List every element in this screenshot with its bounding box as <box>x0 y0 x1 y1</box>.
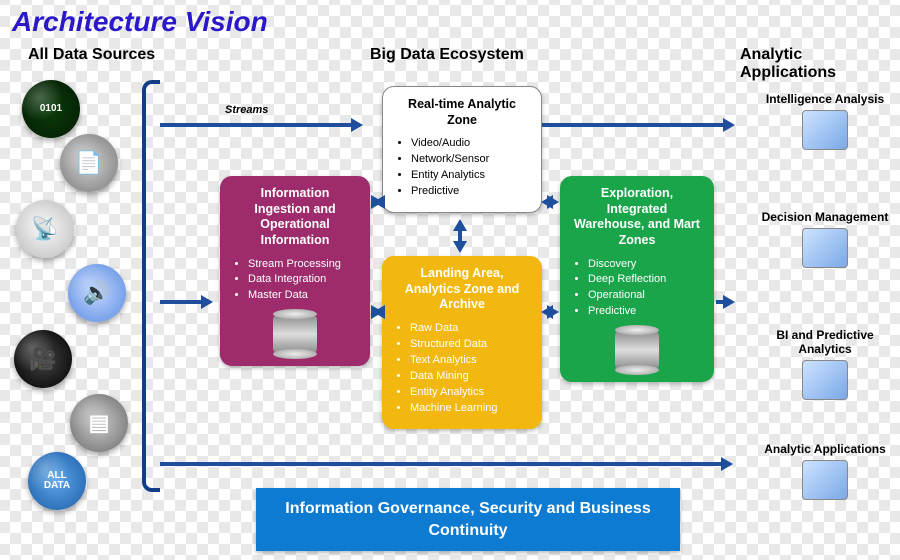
app-decision-management-label: Decision Management <box>760 210 890 224</box>
arrow-mid <box>160 300 210 304</box>
arrow-ing-rt <box>376 200 380 204</box>
antenna-sphere: 📡 <box>16 200 74 258</box>
z-landing-item: Data Mining <box>410 369 530 385</box>
z-landing-list: Raw DataStructured DataText AnalyticsDat… <box>394 321 530 417</box>
z-landing-item: Structured Data <box>410 337 530 353</box>
streams-label: Streams <box>225 104 268 116</box>
device-sphere: ▤ <box>70 394 128 452</box>
z-ingestion-item: Stream Processing <box>248 257 358 273</box>
z-realtime-item: Entity Analytics <box>411 168 529 184</box>
zone-realtime: Real-time Analytic Zone Video/AudioNetwor… <box>382 86 542 213</box>
app-decision-management: Decision Management <box>760 210 890 268</box>
audio-sphere: 🔊 <box>68 264 126 322</box>
col-header-apps: Analytic Applications <box>740 46 900 82</box>
app-bi-predictive-analytics-icon <box>802 360 848 400</box>
col-header-ecosystem: Big Data Ecosystem <box>370 46 524 64</box>
z-landing-item: Machine Learning <box>410 401 530 417</box>
z-realtime-list: Video/AudioNetwork/SensorEntity Analytic… <box>395 136 529 200</box>
arrow-streams <box>160 123 360 127</box>
z-ingestion-list: Stream ProcessingData IntegrationMaster … <box>232 257 358 305</box>
z-realtime-item: Predictive <box>411 184 529 200</box>
arrow-streams-out <box>542 123 732 127</box>
arrow-land-exp <box>544 310 556 314</box>
z-landing-item: Raw Data <box>410 321 530 337</box>
zone-ingestion: Information Ingestion and Operational In… <box>220 176 370 366</box>
z-realtime-title: Real-time Analytic Zone <box>395 97 529 128</box>
audio-sphere-glyph: 🔊 <box>83 282 110 304</box>
zone-exploration: Exploration, Integrated Warehouse, and M… <box>560 176 714 382</box>
z-landing-item: Text Analytics <box>410 353 530 369</box>
app-analytic-applications-label: Analytic Applications <box>760 442 890 456</box>
binary-sphere: 0101 <box>22 80 80 138</box>
document-sphere: 📄 <box>60 134 118 192</box>
arrow-bottom <box>160 462 730 466</box>
alldata-sphere: ALL DATA <box>28 452 86 510</box>
z-exploration-item: Predictive <box>588 304 702 320</box>
app-bi-predictive-analytics: BI and Predictive Analytics <box>760 328 890 400</box>
z-exploration-cylinder-icon <box>615 330 659 370</box>
z-ingestion-cylinder-icon <box>273 314 317 354</box>
arrow-ing-land <box>376 310 380 314</box>
arrow-rt-exp <box>544 200 556 204</box>
app-intelligence-analysis-label: Intelligence Analysis <box>760 92 890 106</box>
z-exploration-list: DiscoveryDeep ReflectionOperationalPredi… <box>572 257 702 321</box>
z-landing-title: Landing Area, Analytics Zone and Archive <box>394 266 530 313</box>
arrow-exp-out <box>716 300 732 304</box>
z-ingestion-title: Information Ingestion and Operational In… <box>232 186 358 249</box>
document-sphere-glyph: 📄 <box>75 152 102 174</box>
arrow-rt-land <box>458 222 462 250</box>
camera-sphere: 🎥 <box>14 330 72 388</box>
device-sphere-glyph: ▤ <box>89 412 110 434</box>
antenna-sphere-glyph: 📡 <box>31 218 58 240</box>
camera-sphere-glyph: 🎥 <box>29 348 56 370</box>
z-exploration-item: Deep Reflection <box>588 272 702 288</box>
z-ingestion-item: Master Data <box>248 288 358 304</box>
z-exploration-item: Discovery <box>588 257 702 273</box>
alldata-sphere-glyph: ALL DATA <box>44 471 70 491</box>
app-intelligence-analysis-icon <box>802 110 848 150</box>
app-analytic-applications-icon <box>802 460 848 500</box>
binary-sphere-glyph: 0101 <box>40 104 62 114</box>
page-title: Architecture Vision <box>12 6 268 38</box>
z-exploration-title: Exploration, Integrated Warehouse, and M… <box>572 186 702 249</box>
app-bi-predictive-analytics-label: BI and Predictive Analytics <box>760 328 890 356</box>
z-landing-item: Entity Analytics <box>410 385 530 401</box>
governance-banner: Information Governance, Security and Bus… <box>256 488 680 551</box>
zone-landing: Landing Area, Analytics Zone and Archive… <box>382 256 542 429</box>
z-exploration-item: Operational <box>588 288 702 304</box>
z-ingestion-item: Data Integration <box>248 272 358 288</box>
app-analytic-applications: Analytic Applications <box>760 442 890 500</box>
z-realtime-item: Network/Sensor <box>411 152 529 168</box>
sources-bracket <box>142 80 160 492</box>
col-header-sources: All Data Sources <box>28 46 155 64</box>
z-realtime-item: Video/Audio <box>411 136 529 152</box>
app-decision-management-icon <box>802 228 848 268</box>
app-intelligence-analysis: Intelligence Analysis <box>760 92 890 150</box>
